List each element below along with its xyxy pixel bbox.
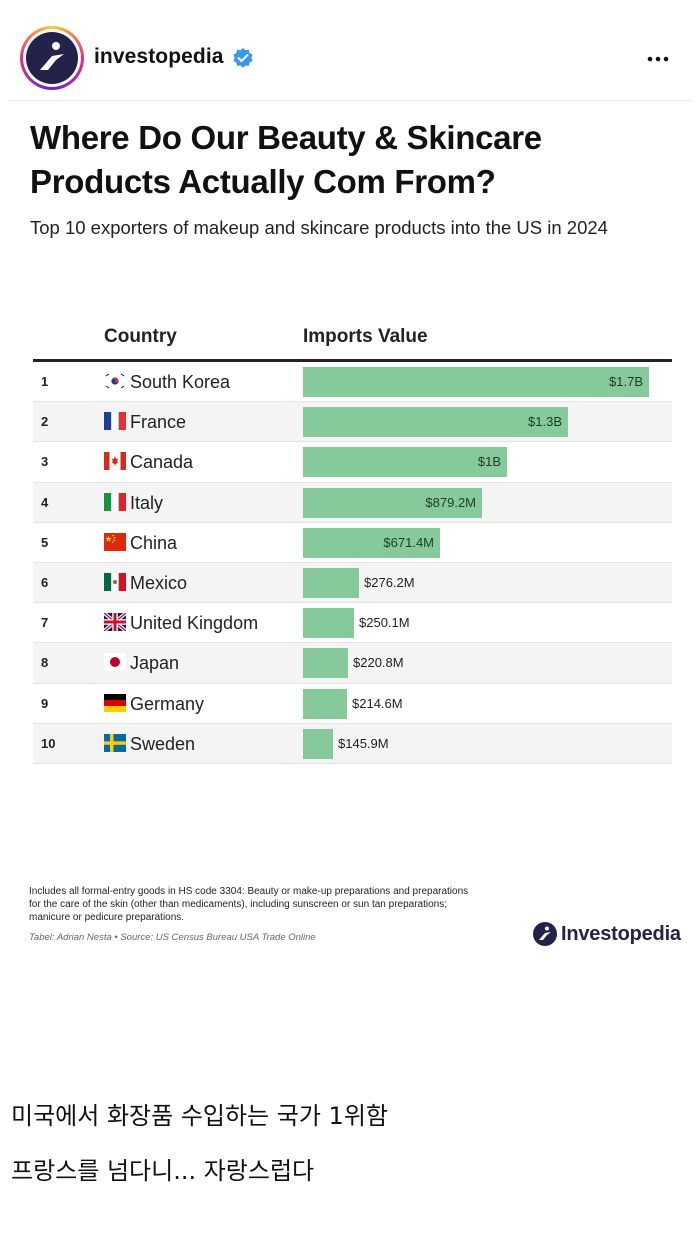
bar [303, 407, 568, 438]
column-header-imports: Imports Value [303, 326, 428, 347]
value-label: $276.2M [364, 574, 415, 590]
table-row: 9 Germany $214.6M [33, 684, 672, 724]
title-line-2: Products Actually Com From? [30, 163, 496, 200]
table-row: 6 Mexico $276.2M [33, 562, 672, 604]
italy-flag-icon [104, 492, 126, 511]
bar [303, 447, 507, 478]
rank: 10 [41, 735, 56, 751]
mexico-flag-icon [104, 572, 126, 591]
country-name: China [130, 532, 178, 553]
table-row: 4 Italy $879.2M [33, 482, 672, 523]
country-name: Sweden [130, 733, 196, 754]
infographic-subtitle: Top 10 exporters of makeup and skincare … [30, 217, 608, 238]
table-row: 8 Japan $220.8M [33, 643, 672, 684]
bar [303, 487, 482, 518]
country-name: France [130, 412, 187, 433]
verified-badge-icon [232, 47, 254, 69]
rank: 8 [41, 655, 49, 671]
japan-flag-icon [104, 653, 126, 672]
brand-logo: Investopedia [533, 920, 693, 948]
post-header: investopedia [0, 0, 700, 100]
avatar[interactable] [20, 26, 84, 90]
investopedia-logo-icon [26, 32, 78, 84]
table-row: 1 South Korea $1.7B [33, 362, 672, 403]
username[interactable]: investopedia [94, 45, 224, 68]
bar [303, 367, 649, 397]
column-header-country: Country [104, 326, 177, 347]
value-label: $671.4M [383, 534, 434, 550]
country-name: Germany [130, 693, 205, 714]
imports-table: 1 South Korea $1.7B 2 France $1.3B 3 Canada $1B 4… [33, 362, 672, 764]
country-name: Canada [130, 452, 194, 473]
rank: 7 [41, 615, 49, 631]
rank: 5 [41, 534, 49, 550]
caption-line-1: 미국에서 화장품 수입하는 국가 1위함 [11, 1102, 388, 1130]
value-label: $1.3B [528, 414, 562, 430]
country-name: Japan [130, 653, 180, 674]
france-flag-icon [104, 412, 126, 431]
bar [303, 648, 348, 679]
value-label: $879.2M [425, 494, 476, 510]
footnote: Includes all formal-entry goods in HS co… [29, 886, 469, 923]
rank: 9 [41, 695, 49, 711]
country-name: United Kingdom [130, 613, 259, 634]
value-label: $220.8M [353, 655, 404, 671]
bar [303, 688, 347, 719]
south-korea-flag-icon [104, 372, 126, 390]
rank: 6 [41, 574, 49, 590]
investopedia-mark-icon [533, 922, 557, 946]
bar [303, 527, 440, 558]
value-label: $1B [477, 454, 501, 470]
rank: 4 [41, 494, 49, 510]
bar [303, 728, 333, 759]
title-line-1: Where Do Our Beauty & Skincare [30, 119, 542, 156]
header-rule [33, 359, 672, 362]
rank: 3 [41, 454, 49, 470]
country-name: South Korea [130, 372, 231, 392]
value-label: $214.6M [352, 695, 403, 711]
united-kingdom-flag-icon [102, 611, 128, 633]
country-name: Mexico [130, 572, 188, 593]
bar [303, 567, 359, 598]
table-row: 2 France $1.3B [33, 402, 672, 443]
table-row: 5 China $671.4M [33, 523, 672, 563]
germany-flag-icon [104, 693, 126, 712]
china-flag-icon [104, 532, 126, 551]
table-row: 7 United Kingdom $250.1M [33, 603, 672, 644]
brand-name: Investopedia [561, 923, 681, 945]
country-name: Italy [130, 492, 164, 513]
value-label: $250.1M [359, 615, 410, 631]
source-credit: Tabel: Adrian Nesta • Source: US Census … [29, 932, 316, 943]
more-options-icon[interactable] [638, 44, 678, 74]
caption-line-2: 프랑스를 넘다니... 자랑스럽다 [11, 1157, 315, 1185]
bar [303, 608, 354, 639]
table-row: 3 Canada $1B [33, 442, 672, 483]
infographic-title: Where Do Our Beauty & Skincare Products … [30, 116, 680, 204]
divider [8, 100, 692, 101]
rank: 1 [41, 374, 49, 389]
sweden-flag-icon [104, 733, 126, 752]
canada-flag-icon [104, 452, 126, 471]
table-row: 10 Sweden $145.9M [33, 723, 672, 764]
value-label: $1.7B [609, 374, 643, 389]
rank: 2 [41, 414, 49, 430]
value-label: $145.9M [338, 735, 389, 751]
